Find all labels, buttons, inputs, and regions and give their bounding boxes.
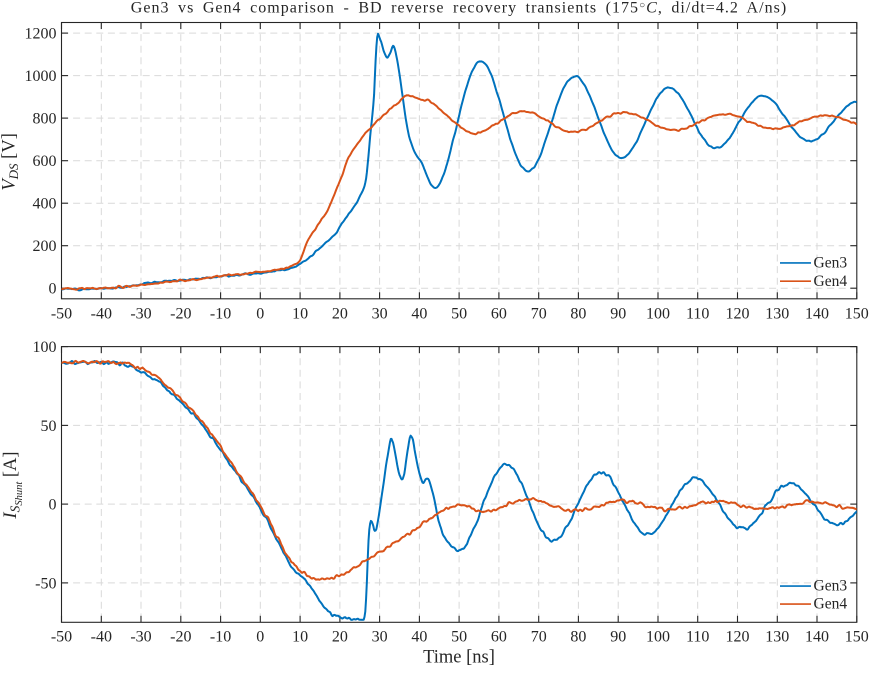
svg-text:150: 150 [845,629,869,646]
svg-text:50: 50 [451,306,467,323]
svg-text:70: 70 [531,629,547,646]
svg-text:150: 150 [845,306,869,323]
svg-text:-50: -50 [51,306,72,323]
svg-text:-10: -10 [210,629,231,646]
svg-text:VDS [V]: VDS [V] [0,133,21,191]
svg-text:70: 70 [531,306,547,323]
svg-text:80: 80 [570,629,586,646]
svg-text:50: 50 [41,418,57,435]
svg-text:0: 0 [256,306,264,323]
svg-text:-30: -30 [130,629,151,646]
svg-text:120: 120 [726,629,750,646]
svg-text:-50: -50 [35,575,56,592]
svg-text:130: 130 [765,306,789,323]
svg-text:400: 400 [33,196,57,213]
svg-text:-20: -20 [170,306,191,323]
svg-text:90: 90 [610,629,626,646]
svg-text:10: 10 [292,629,308,646]
svg-text:140: 140 [805,306,829,323]
svg-text:110: 110 [686,306,709,323]
svg-text:0: 0 [49,497,57,514]
svg-text:-40: -40 [91,629,112,646]
svg-text:Gen4: Gen4 [814,273,848,290]
svg-text:80: 80 [570,306,586,323]
svg-text:60: 60 [491,306,507,323]
svg-text:100: 100 [33,339,57,356]
svg-text:-10: -10 [210,306,231,323]
svg-text:90: 90 [610,306,626,323]
svg-text:20: 20 [332,306,348,323]
svg-text:Gen3 vs Gen4 comparison - BD r: Gen3 vs Gen4 comparison - BD reverse rec… [131,0,787,17]
svg-text:1200: 1200 [25,26,57,43]
svg-text:100: 100 [646,306,670,323]
svg-text:60: 60 [491,629,507,646]
svg-text:40: 40 [411,306,427,323]
svg-text:800: 800 [33,111,57,128]
svg-text:Gen3: Gen3 [814,578,848,595]
svg-text:120: 120 [726,306,750,323]
svg-text:30: 30 [372,629,388,646]
svg-text:600: 600 [33,153,57,170]
svg-text:10: 10 [292,306,308,323]
svg-text:0: 0 [256,629,264,646]
svg-text:130: 130 [765,629,789,646]
svg-text:200: 200 [33,238,57,255]
svg-text:Time [ns]: Time [ns] [423,648,495,668]
svg-text:30: 30 [372,306,388,323]
svg-text:140: 140 [805,629,829,646]
svg-text:-30: -30 [130,306,151,323]
svg-text:20: 20 [332,629,348,646]
svg-text:Gen4: Gen4 [814,596,848,613]
svg-text:50: 50 [451,629,467,646]
svg-text:-20: -20 [170,629,191,646]
svg-text:100: 100 [646,629,670,646]
svg-text:1000: 1000 [25,68,57,85]
svg-text:0: 0 [49,281,57,298]
svg-text:110: 110 [686,629,709,646]
svg-text:-50: -50 [51,629,72,646]
svg-text:-40: -40 [91,306,112,323]
svg-text:Gen3: Gen3 [814,255,848,272]
svg-text:40: 40 [411,629,427,646]
svg-text:ISShunt [A]: ISShunt [A] [1,451,25,519]
